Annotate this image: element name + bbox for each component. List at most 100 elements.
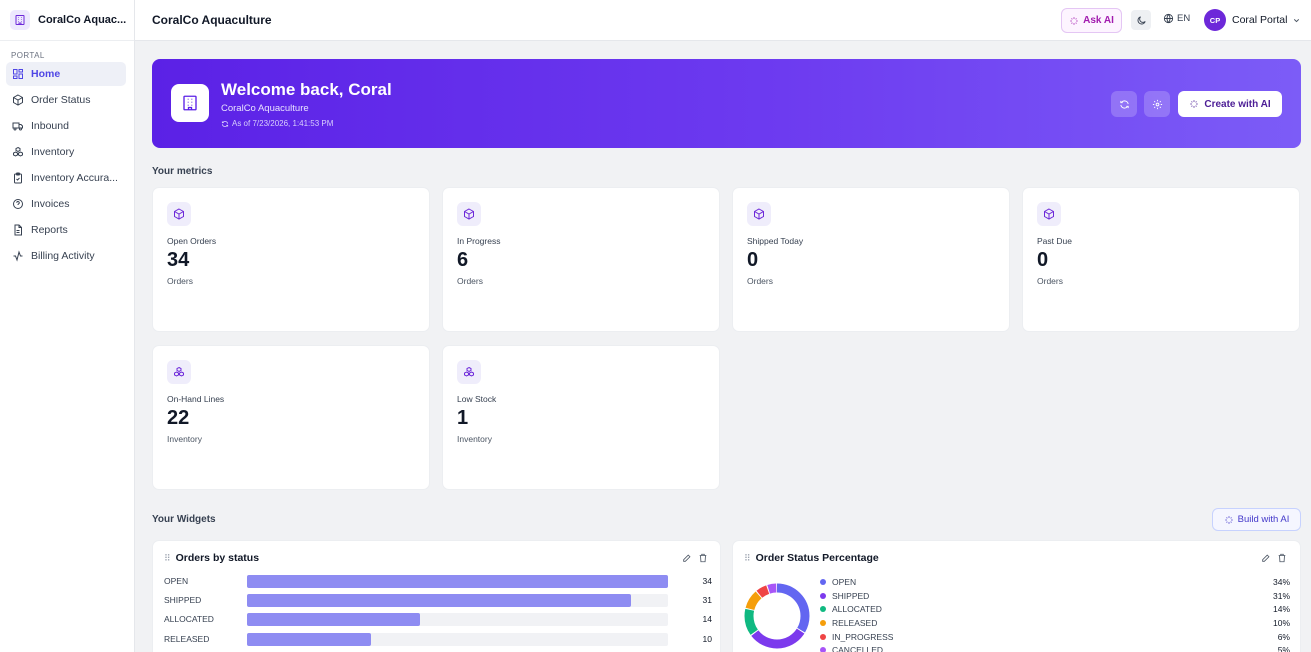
bar-label: OPEN [164,576,189,586]
metrics-heading: Your metrics [152,166,213,177]
sidebar-item-inventory[interactable]: Inventory [6,140,126,164]
bar-row[interactable]: ALLOCATED 14 [164,613,714,627]
donut-slice[interactable] [744,583,810,649]
bar-value-label: 34 [702,576,712,586]
widget-order-status-percentage: ⠿ Order Status Percentage OPEN 34% SHIPPED… [732,540,1301,652]
sidebar-item-label: Reports [31,224,68,236]
refresh-small-icon [221,120,229,127]
bar-row[interactable]: SHIPPED 31 [164,594,714,608]
build-with-ai-button[interactable]: Build with AI [1212,508,1301,531]
metric-value: 6 [457,249,469,271]
sidebar-item-order-status[interactable]: Order Status [6,88,126,112]
legend-label: IN_PROGRESS [832,631,894,642]
drag-handle-icon[interactable]: ⠿ [164,552,171,563]
widget-orders-by-status: ⠿ Orders by status OPEN 34 SHIPPED 31 ALLOCA… [152,540,721,652]
bar-row[interactable]: RELEASED 10 [164,632,714,646]
legend-item[interactable]: SHIPPED 31% [820,590,1290,604]
ask-ai-button[interactable]: Ask AI [1061,8,1122,33]
bar[interactable] [247,632,371,646]
bar-track [247,594,668,608]
donut-chart [744,583,810,649]
sidebar-item-inbound[interactable]: Inbound [6,114,126,138]
edit-icon[interactable] [682,553,692,563]
edit-icon[interactable] [1261,553,1271,563]
metric-value: 0 [747,249,759,271]
theme-toggle-button[interactable] [1131,10,1151,30]
trash-icon[interactable] [1277,553,1287,563]
drag-handle-icon[interactable]: ⠿ [744,552,751,563]
globe-icon [1163,13,1174,24]
metric-label: Past Due [1037,236,1072,246]
metric-card-low-stock[interactable]: Low Stock 1 Inventory [442,345,720,490]
moon-icon [1137,15,1146,24]
legend-item[interactable]: ALLOCATED 14% [820,603,1290,617]
metric-card-on-hand-lines[interactable]: On-Hand Lines 22 Inventory [152,345,430,490]
legend-item[interactable]: CANCELLED 5% [820,644,1290,652]
clipboard-check-icon [14,172,22,184]
help-circle-icon [13,199,23,209]
refresh-button[interactable] [1111,91,1137,117]
donut-slice[interactable] [744,583,810,649]
widget-title: Order Status Percentage [755,552,879,564]
bar-label: RELEASED [164,633,210,644]
legend-label: SHIPPED [832,590,870,601]
legend-dot [820,592,826,599]
bar[interactable] [247,613,421,627]
bar-row[interactable]: OPEN 34 [164,575,714,588]
bar[interactable] [247,575,668,588]
last-updated: As of 7/23/2026, 1:41:53 PM [221,119,333,128]
box-icon [747,202,771,226]
metric-card-in-progress[interactable]: In Progress 6 Orders [442,187,720,332]
metric-card-shipped-today[interactable]: Shipped Today 0 Orders [732,187,1010,332]
language-selector[interactable]: EN [1163,13,1190,24]
sidebar-item-label: Invoices [31,198,70,210]
legend-item[interactable]: IN_PROGRESS 6% [820,631,1290,645]
activity-icon [13,250,23,262]
sidebar-item-inventory-accuracy[interactable]: Inventory Accura... [6,166,126,190]
settings-button[interactable] [1144,91,1170,117]
brand[interactable]: CoralCo Aquac... [0,0,134,41]
metric-unit: Inventory [457,434,492,444]
create-with-ai-button[interactable]: Create with AI [1178,91,1282,117]
avatar: CP [1204,9,1226,31]
sidebar-item-label: Inventory [31,146,75,158]
sidebar-item-billing-activity[interactable]: Billing Activity [6,244,126,268]
legend-percent: 10% [1272,618,1290,629]
sidebar-item-home[interactable]: Home [6,62,126,86]
page-title: CoralCo Aquaculture [152,13,272,27]
boxes-icon [167,360,191,384]
user-menu[interactable]: CP Coral Portal [1204,9,1301,31]
legend-item[interactable]: RELEASED 10% [820,617,1290,631]
widget-header: ⠿ Order Status Percentage [744,552,879,564]
bar-label: ALLOCATED [164,614,214,625]
sidebar-item-label: Inbound [31,120,69,132]
legend-dot [820,633,826,640]
sidebar-item-reports[interactable]: Reports [6,218,126,242]
legend-label: OPEN [832,577,857,587]
widgets-heading: Your Widgets [152,514,216,525]
donut-slice[interactable] [744,583,810,649]
bar[interactable] [247,594,631,608]
boxes-icon [457,360,481,384]
building-icon [10,10,30,30]
sparkles-icon [1070,16,1078,25]
user-name: Coral Portal [1232,14,1288,26]
metric-card-open-orders[interactable]: Open Orders 34 Orders [152,187,430,332]
welcome-title: Welcome back, Coral [221,80,392,99]
legend-label: CANCELLED [832,645,884,652]
bar-value-label: 14 [702,614,712,625]
boxes-icon [13,146,23,157]
metric-unit: Orders [167,276,193,286]
legend-item[interactable]: OPEN 34% [820,576,1290,590]
metric-unit: Inventory [167,434,202,444]
sidebar-item-label: Home [31,68,61,80]
sidebar-item-invoices[interactable]: Invoices [6,192,126,216]
metric-card-past-due[interactable]: Past Due 0 Orders [1022,187,1300,332]
metric-value: 34 [167,249,190,271]
legend-dot [820,647,826,652]
widget-header: ⠿ Orders by status [164,552,259,564]
metric-label: On-Hand Lines [167,394,225,404]
trash-icon[interactable] [698,553,708,563]
legend-percent: 6% [1277,631,1290,642]
box-icon [13,94,23,106]
